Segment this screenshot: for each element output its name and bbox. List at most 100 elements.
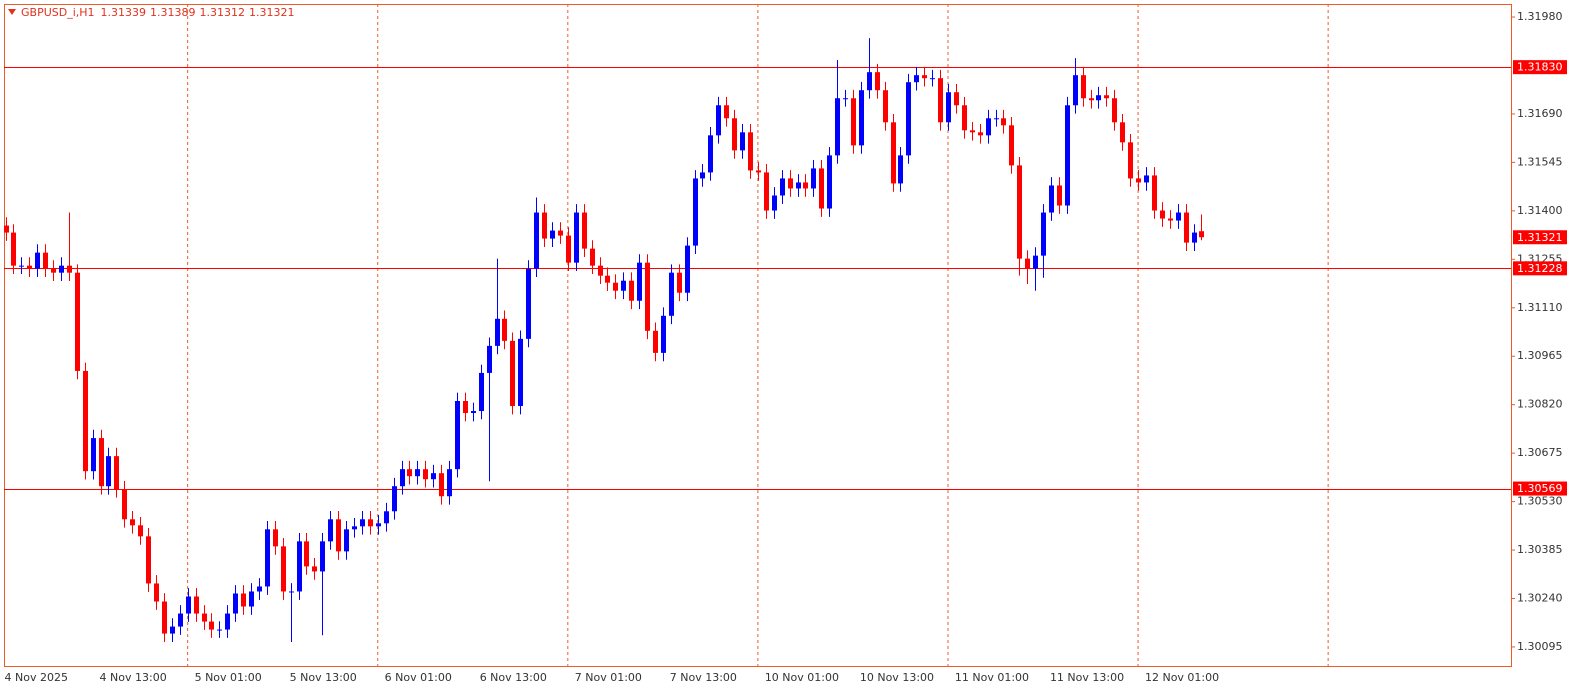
- header-value: 1.31321: [249, 6, 295, 19]
- candle-body: [186, 596, 191, 614]
- candle-body: [780, 178, 785, 196]
- candle-body: [384, 511, 389, 524]
- candle-body: [1009, 125, 1014, 166]
- candle-body: [4, 225, 9, 233]
- candle-body: [708, 135, 713, 173]
- candle-body: [344, 529, 349, 552]
- candle-body: [114, 456, 119, 490]
- candle-body: [241, 593, 246, 607]
- candle-body: [803, 182, 808, 189]
- x-tick-label: 4 Nov 13:00: [100, 671, 167, 684]
- candle-body: [1184, 212, 1189, 243]
- candle-body: [407, 469, 412, 477]
- candle-body: [1025, 258, 1030, 269]
- candle-body: [605, 275, 610, 283]
- y-tick-label: 1.30530: [1517, 495, 1563, 508]
- candle-body: [986, 118, 991, 136]
- candle-body: [891, 122, 896, 184]
- candle-body: [661, 315, 666, 353]
- candle-body: [51, 268, 56, 273]
- candle-body: [202, 613, 207, 622]
- candle-body: [217, 629, 222, 631]
- candle-body: [629, 280, 634, 301]
- candle-body: [962, 105, 967, 131]
- candle-body: [273, 529, 278, 547]
- y-tick-label: 1.30675: [1517, 446, 1563, 459]
- x-tick-label: 10 Nov 01:00: [765, 671, 839, 684]
- candle-body: [756, 170, 761, 173]
- candle-body: [1152, 175, 1157, 211]
- candle-body: [35, 252, 40, 269]
- candle-body: [1168, 218, 1173, 221]
- candle-body: [685, 245, 690, 293]
- candle-body: [336, 519, 341, 552]
- candle-body: [170, 626, 175, 634]
- y-tick-label: 1.30095: [1517, 640, 1563, 653]
- level-label: 1.30569: [1517, 482, 1563, 495]
- candle-body: [930, 78, 935, 80]
- header-value: 1.31389: [150, 6, 196, 19]
- candle-body: [978, 132, 983, 136]
- y-tick-label: 1.30240: [1517, 591, 1563, 604]
- candle-body: [534, 212, 539, 269]
- x-tick-label: 5 Nov 01:00: [195, 671, 262, 684]
- candle-body: [914, 75, 919, 83]
- candle-body: [788, 178, 793, 189]
- candle-body: [590, 248, 595, 266]
- candle-body: [75, 272, 80, 371]
- candle-body: [439, 473, 444, 497]
- candle-body: [83, 370, 88, 472]
- level-label-box: [1513, 60, 1567, 75]
- symbol: GBPUSD_i,H1: [21, 6, 95, 19]
- x-tick-label: 4 Nov 2025: [5, 671, 68, 684]
- x-tick-label: 6 Nov 13:00: [480, 671, 547, 684]
- header-arrow[interactable]: [8, 9, 16, 15]
- candle-body: [558, 230, 563, 236]
- candle-body: [621, 280, 626, 291]
- candle-body: [91, 438, 96, 472]
- candle-body: [946, 92, 951, 123]
- last-price-label: 1.31321: [1517, 231, 1563, 244]
- candle-body: [106, 456, 111, 487]
- candle-body: [550, 230, 555, 239]
- candle-body: [1057, 185, 1062, 206]
- candle-body: [154, 583, 159, 602]
- y-tick-label: 1.31545: [1517, 155, 1563, 168]
- y-tick-label: 1.31690: [1517, 107, 1563, 120]
- candle-body: [447, 469, 452, 497]
- candle-body: [99, 438, 104, 487]
- candle-body: [502, 318, 507, 341]
- candle-body: [463, 400, 468, 414]
- y-tick-label: 1.31110: [1517, 301, 1563, 314]
- candle-body: [1096, 95, 1101, 101]
- candle-body: [875, 72, 880, 91]
- candle-body: [59, 265, 64, 273]
- candle-body: [392, 486, 397, 512]
- candle-body: [1192, 232, 1197, 243]
- candle-body: [819, 168, 824, 209]
- candle-body: [922, 75, 927, 79]
- candle-body: [178, 613, 183, 627]
- candle-body: [1176, 212, 1181, 221]
- x-tick-label: 5 Nov 13:00: [290, 671, 357, 684]
- last-price-label-box: [1513, 230, 1567, 245]
- candle-body: [225, 613, 230, 630]
- level-label: 1.31228: [1517, 262, 1563, 275]
- candle-body: [1136, 178, 1141, 183]
- x-tick-label: 7 Nov 13:00: [670, 671, 737, 684]
- candle-body: [1033, 255, 1038, 269]
- candle-body: [898, 155, 903, 184]
- candle-body: [328, 519, 333, 542]
- level-label: 1.31830: [1517, 61, 1563, 74]
- chart-header: GBPUSD_i,H1 1.31339 1.31389 1.31312 1.31321: [21, 6, 295, 19]
- candle-body: [677, 272, 682, 293]
- candle-body: [297, 541, 302, 592]
- level-label-box: [1513, 481, 1567, 496]
- x-tick-label: 6 Nov 01:00: [385, 671, 452, 684]
- candle-body: [122, 489, 127, 520]
- candle-body: [471, 411, 476, 414]
- candle-body: [1112, 98, 1117, 123]
- y-tick-label: 1.30385: [1517, 543, 1563, 556]
